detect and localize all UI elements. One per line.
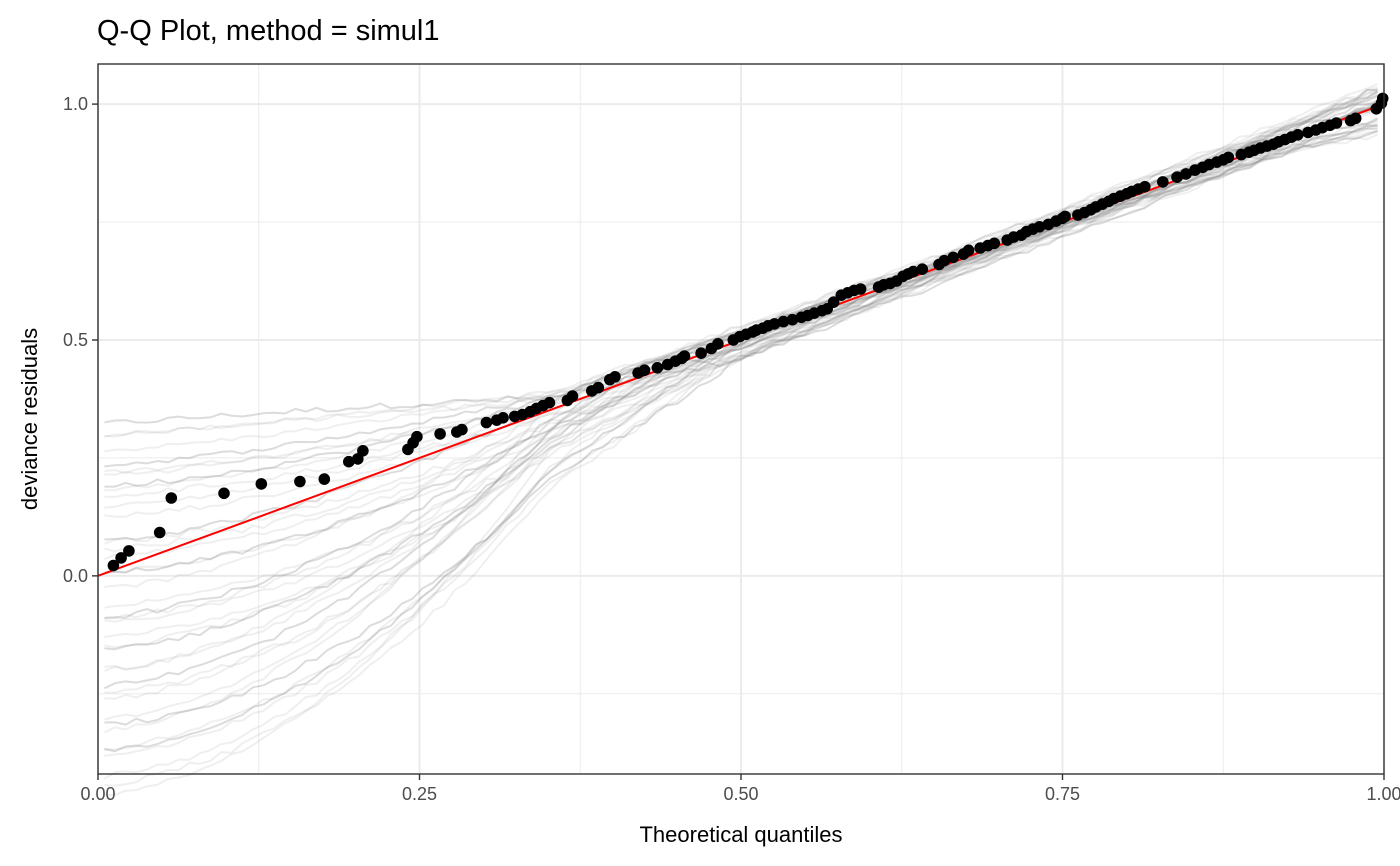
data-point <box>786 313 799 326</box>
x-axis: 0.00 0.25 0.50 0.75 1.00 <box>80 774 1400 804</box>
data-point <box>1349 112 1362 125</box>
data-point <box>543 396 556 409</box>
x-tick-label: 0.00 <box>80 784 115 804</box>
data-point <box>907 265 920 278</box>
data-point <box>434 428 446 440</box>
data-point <box>123 545 135 557</box>
simulated-line <box>104 130 1378 475</box>
data-point <box>480 416 493 429</box>
simulated-line <box>104 123 1378 424</box>
simulated-line <box>104 103 1378 638</box>
data-point <box>1376 92 1389 105</box>
data-point <box>638 364 651 377</box>
simulated-line <box>104 119 1378 498</box>
data-point <box>456 423 468 436</box>
data-point <box>678 350 691 362</box>
data-point <box>497 412 509 424</box>
x-tick-label: 0.50 <box>723 784 758 804</box>
data-point <box>255 478 268 490</box>
simulated-line <box>104 104 1378 623</box>
y-tick-label: 0.0 <box>63 566 88 586</box>
data-point <box>357 445 369 457</box>
simulated-line <box>104 118 1379 545</box>
data-point <box>695 347 707 360</box>
data-point <box>165 492 178 504</box>
simulated-line <box>103 88 1378 780</box>
data-point <box>712 338 724 350</box>
y-tick-label: 1.0 <box>63 94 88 114</box>
y-tick-label: 0.5 <box>63 330 88 350</box>
data-point <box>1139 180 1151 193</box>
simulated-line <box>104 106 1378 620</box>
data-point <box>153 526 166 539</box>
simulated-line <box>103 93 1379 734</box>
x-tick-label: 0.75 <box>1045 784 1080 804</box>
simulated-line <box>104 107 1379 609</box>
simulated-line <box>104 106 1378 574</box>
data-point <box>218 487 230 500</box>
data-point <box>651 362 664 374</box>
simulated-line <box>104 90 1378 721</box>
simulated-line <box>104 127 1378 453</box>
data-point <box>962 244 975 257</box>
y-axis: 0.0 0.5 1.0 <box>63 94 98 586</box>
simulated-line <box>104 126 1378 509</box>
simulated-line <box>104 102 1379 560</box>
x-axis-title: Theoretical quantiles <box>639 822 842 847</box>
data-point <box>947 251 959 264</box>
data-point <box>115 552 127 564</box>
data-point <box>916 263 929 276</box>
simulated-line <box>104 88 1379 649</box>
data-point <box>777 315 790 328</box>
data-point <box>609 371 621 383</box>
data-point <box>1222 151 1235 164</box>
data-point <box>592 381 605 394</box>
data-point <box>854 283 867 295</box>
simulated-line <box>104 122 1378 476</box>
data-point <box>988 237 1001 250</box>
x-tick-label: 1.00 <box>1366 784 1400 804</box>
data-point <box>318 473 331 485</box>
data-point <box>566 390 579 402</box>
data-point <box>294 475 306 488</box>
simulated-line <box>104 105 1379 575</box>
data-point <box>1059 210 1071 223</box>
x-tick-label: 0.25 <box>402 784 437 804</box>
data-point <box>938 254 950 267</box>
data-point <box>107 559 120 572</box>
data-point <box>768 318 781 330</box>
data-point <box>1171 171 1183 183</box>
data-point <box>1180 168 1192 180</box>
chart-title: Q-Q Plot, method = simul1 <box>97 15 440 47</box>
observed-points <box>107 92 1389 572</box>
data-point <box>1157 176 1169 188</box>
simulated-line <box>104 127 1378 438</box>
plot-panel <box>97 63 1389 797</box>
data-point <box>1292 129 1304 141</box>
data-point <box>343 455 355 468</box>
data-point <box>827 296 840 309</box>
y-axis-title: deviance residuals <box>17 328 42 510</box>
data-point <box>411 430 423 443</box>
data-point <box>1330 117 1343 129</box>
simulated-line <box>104 129 1378 492</box>
data-point <box>1033 221 1046 233</box>
